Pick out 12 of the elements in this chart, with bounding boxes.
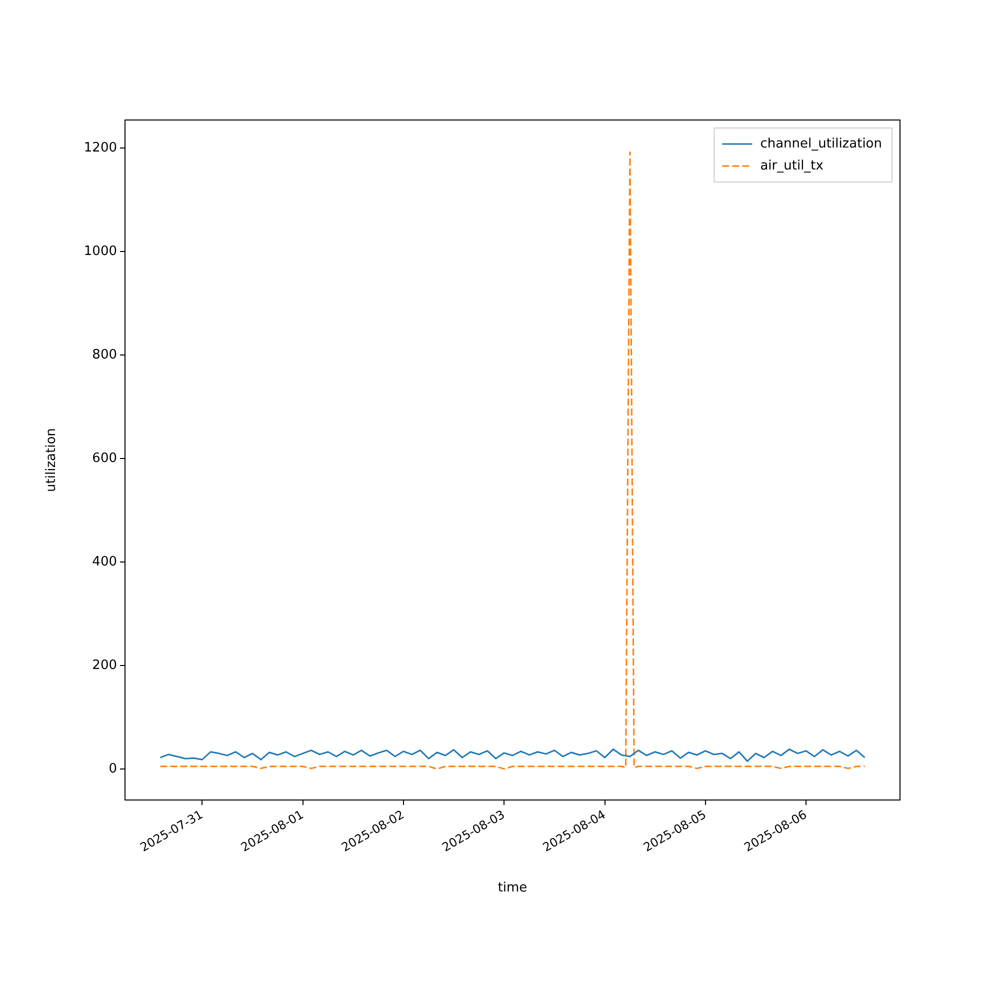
y-axis-title: utilization (44, 428, 60, 492)
legend-label: channel_utilization (760, 136, 882, 152)
y-tick-label: 800 (92, 347, 117, 362)
y-tick-label: 600 (92, 450, 117, 466)
x-axis-title: time (498, 880, 528, 896)
y-tick-label: 1000 (84, 244, 117, 259)
legend-label: air_util_tx (760, 158, 824, 174)
y-tick-label: 400 (92, 554, 117, 570)
y-tick-label: 0 (108, 761, 117, 776)
y-tick-label: 1200 (84, 140, 117, 156)
y-tick-label: 200 (92, 658, 117, 673)
line-series (159, 151, 866, 770)
